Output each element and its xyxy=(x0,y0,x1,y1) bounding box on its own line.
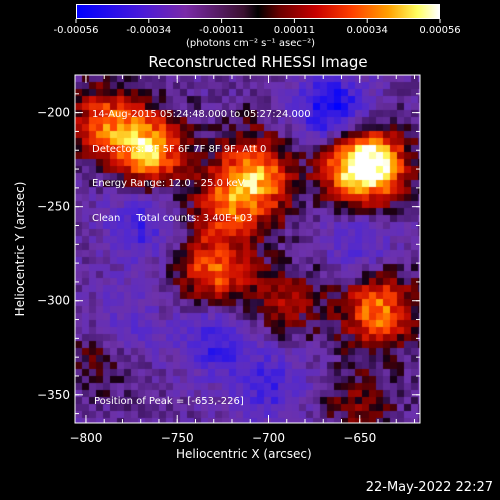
heatmap-image xyxy=(75,75,420,423)
chart-title: Reconstructed RHESSI Image xyxy=(148,53,368,71)
y-tick-label: −250 xyxy=(37,200,70,214)
x-tick-label: −800 xyxy=(69,431,102,445)
colorbar-tick-label: 0.00011 xyxy=(274,25,315,36)
colorbar-tick-label: 0.00056 xyxy=(419,25,460,36)
x-axis-label: Heliocentric X (arcsec) xyxy=(176,447,312,461)
plot-frame xyxy=(74,74,421,424)
info-clean-counts: Clean Total counts: 3.40E+03 xyxy=(92,212,253,224)
colorbar-unit-label: (photons cm⁻² s⁻¹ asec⁻²) xyxy=(186,38,316,49)
info-time-range: 14-Aug-2015 05:24:48.000 to 05:27:24.000 xyxy=(92,109,311,120)
colorbar-tick-label: 0.00034 xyxy=(347,25,388,36)
info-detectors: Detectors: 3F 5F 6F 7F 8F 9F, Att 0 xyxy=(92,143,267,155)
colorbar-tick-label: -0.00056 xyxy=(54,25,99,36)
observation-info: 14-Aug-2015 05:24:48.000 to 05:27:24.000… xyxy=(92,86,311,247)
timestamp: 22-May-2022 22:27 xyxy=(365,480,493,495)
x-tick-label: −750 xyxy=(161,431,194,445)
x-tick-label: −700 xyxy=(252,431,285,445)
colorbar-axis: -0.00056 -0.00034 -0.00011 0.00011 0.00034 0.… xyxy=(54,19,461,36)
y-tick-label: −350 xyxy=(37,388,70,402)
colorbar-tick-label: -0.00011 xyxy=(199,25,244,36)
colorbar-tick-label: -0.00034 xyxy=(126,25,171,36)
x-tick-label: −650 xyxy=(343,431,376,445)
y-tick-label: −200 xyxy=(37,106,70,120)
info-energy-range: Energy Range: 12.0 - 25.0 keV xyxy=(92,178,245,189)
plot-area: 14-Aug-2015 05:24:48.000 to 05:27:24.000… xyxy=(75,75,420,423)
colorbar xyxy=(76,4,440,19)
y-axis-label: Heliocentric Y (arcsec) xyxy=(13,181,27,317)
y-tick-label: −300 xyxy=(37,294,70,308)
peak-position-label: Position of Peak = [-653,-226] xyxy=(94,396,244,407)
